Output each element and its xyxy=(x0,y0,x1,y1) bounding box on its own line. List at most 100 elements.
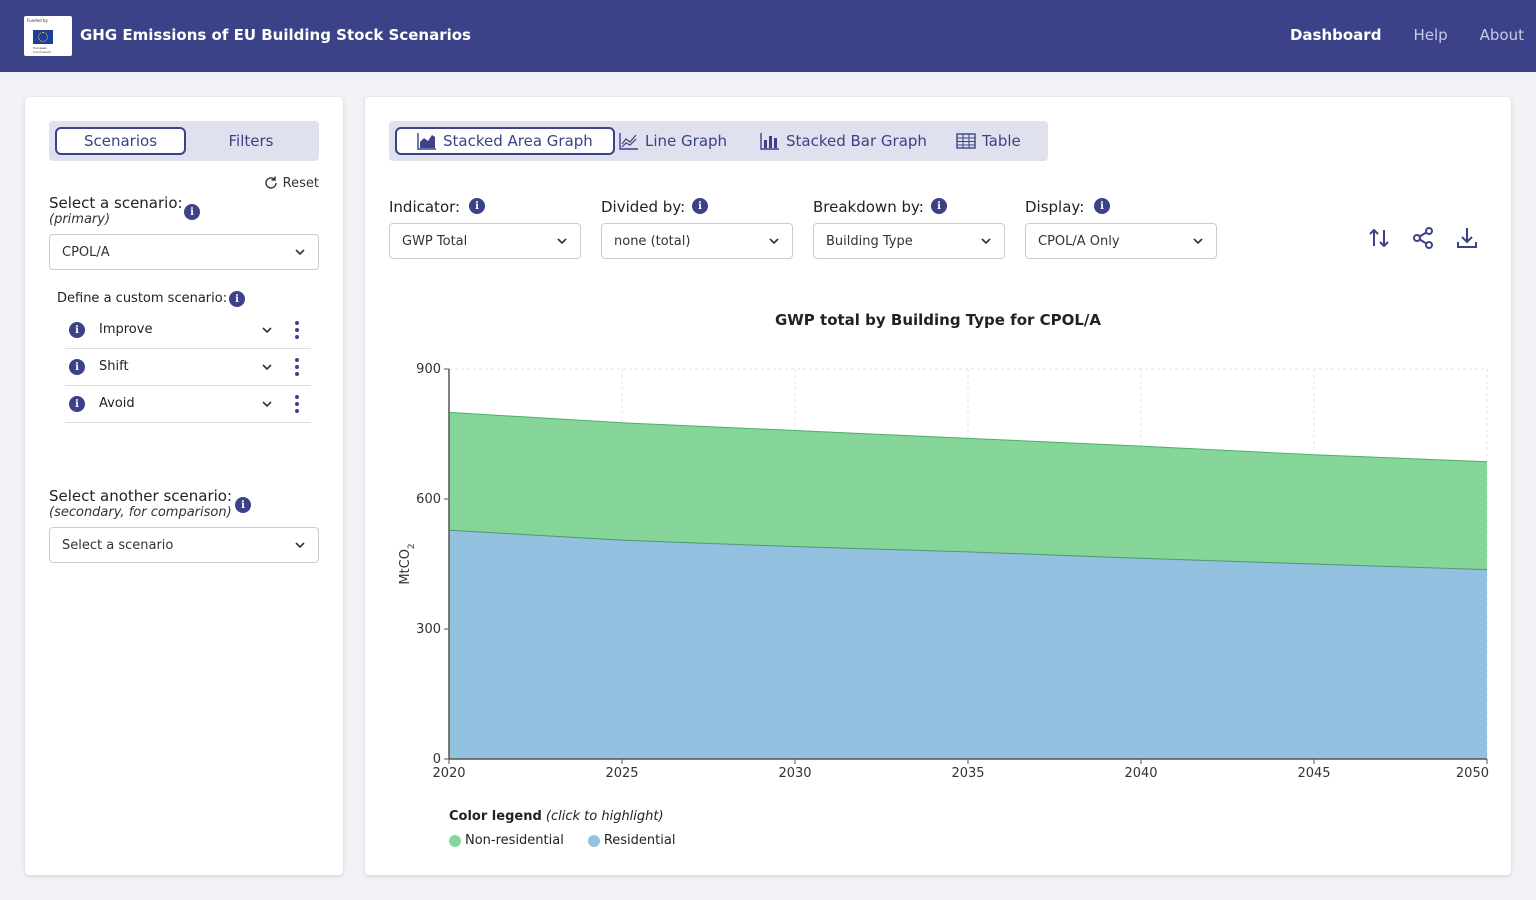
y-tick-label: 600 xyxy=(416,492,441,507)
nav-help[interactable]: Help xyxy=(1413,26,1448,44)
sidebar-panel: Scenarios Filters Reset Select a scenari… xyxy=(25,97,343,875)
x-tick-label: 2025 xyxy=(605,766,638,781)
tab-table[interactable]: Table xyxy=(956,127,1021,155)
chevron-down-icon xyxy=(295,249,305,256)
legend-swatch xyxy=(449,834,461,847)
legend-swatch xyxy=(587,834,600,847)
more-options-icon[interactable] xyxy=(291,320,303,340)
area-chart-icon xyxy=(417,133,436,150)
indicator-label: Indicator: xyxy=(389,198,461,216)
divided-by-select[interactable]: none (total) xyxy=(601,223,793,259)
divided-by-label: Divided by: xyxy=(601,198,686,216)
y-axis-label-subscript: 2 xyxy=(407,543,417,549)
bar-chart-icon xyxy=(760,133,779,150)
custom-item-shift[interactable]: i Shift xyxy=(65,349,311,386)
table-icon xyxy=(956,133,976,149)
tab-label: Stacked Bar Graph xyxy=(786,132,927,150)
display-select[interactable]: CPOL/A Only xyxy=(1025,223,1217,259)
tab-filters[interactable]: Filters xyxy=(228,132,274,150)
legend-label: Residential xyxy=(603,833,676,848)
legend-item-non-residential[interactable]: Non-residential xyxy=(449,833,564,848)
custom-scenario-label: Define a custom scenario: xyxy=(57,291,228,306)
chevron-down-icon xyxy=(981,238,991,245)
secondary-scenario-sub: (secondary, for comparison) xyxy=(49,505,232,520)
primary-scenario-value: CPOL/A xyxy=(62,244,110,260)
indicator-select[interactable]: GWP Total xyxy=(389,223,581,259)
tab-stacked-area-graph[interactable]: Stacked Area Graph xyxy=(395,127,615,155)
y-tick-label: 0 xyxy=(433,752,441,767)
y-tick-label: 900 xyxy=(416,362,441,377)
secondary-scenario-label: Select another scenario: xyxy=(49,487,233,505)
graph-type-tabs: Stacked Area Graph Line Graph Stacked Ba… xyxy=(389,121,1048,161)
primary-scenario-select[interactable]: CPOL/A xyxy=(49,234,319,270)
series-line-residential xyxy=(448,529,1488,571)
download-icon[interactable] xyxy=(1454,225,1480,251)
indicator-value: GWP Total xyxy=(402,233,468,249)
info-icon[interactable]: i xyxy=(229,291,245,307)
series-area-non-residential xyxy=(449,412,1487,570)
y-tick-label: 300 xyxy=(416,622,441,637)
nav-dashboard[interactable]: Dashboard xyxy=(1289,26,1382,44)
y-axis-label: MtCO2 xyxy=(398,543,417,584)
main-panel: Stacked Area Graph Line Graph Stacked Ba… xyxy=(365,97,1511,875)
chart-title: GWP total by Building Type for CPOL/A xyxy=(774,311,1102,329)
info-icon[interactable]: i xyxy=(235,497,251,513)
display-label: Display: xyxy=(1025,198,1085,216)
legend-label: Non-residential xyxy=(465,833,564,848)
legend-title: Color legend (click to highlight) xyxy=(449,809,664,824)
custom-item-label: Improve xyxy=(99,322,153,337)
tab-label: Table xyxy=(982,132,1021,150)
info-icon[interactable]: i xyxy=(1094,198,1110,214)
logo-funded-text: Funded by xyxy=(27,18,48,23)
x-tick-label: 2020 xyxy=(432,766,465,781)
tab-line-graph[interactable]: Line Graph xyxy=(619,127,727,155)
nav-about[interactable]: About xyxy=(1479,26,1524,44)
secondary-scenario-select[interactable]: Select a scenario xyxy=(49,527,319,563)
chevron-down-icon xyxy=(769,238,779,245)
breakdown-by-label: Breakdown by: xyxy=(813,198,924,216)
share-icon[interactable] xyxy=(1410,225,1436,251)
info-icon[interactable]: i xyxy=(69,359,85,375)
series-line-non-residential xyxy=(448,411,1488,463)
chevron-down-icon[interactable] xyxy=(261,324,273,336)
chevron-down-icon[interactable] xyxy=(261,398,273,410)
chevron-down-icon xyxy=(557,238,567,245)
info-icon[interactable]: i xyxy=(692,198,708,214)
x-tick-label: 2030 xyxy=(778,766,811,781)
info-icon[interactable]: i xyxy=(931,198,947,214)
eu-flag-icon xyxy=(33,30,53,44)
tab-stacked-bar-graph[interactable]: Stacked Bar Graph xyxy=(760,127,927,155)
custom-item-label: Shift xyxy=(99,359,129,374)
primary-scenario-label: Select a scenario: xyxy=(49,194,183,212)
info-icon[interactable]: i xyxy=(69,396,85,412)
x-tick-label: 2045 xyxy=(1297,766,1330,781)
info-icon[interactable]: i xyxy=(69,322,85,338)
info-icon[interactable]: i xyxy=(184,204,200,220)
custom-item-label: Avoid xyxy=(99,396,135,411)
reset-button[interactable]: Reset xyxy=(263,175,319,191)
display-value: CPOL/A Only xyxy=(1038,233,1120,249)
eu-funded-logo: Funded by European Commission xyxy=(24,16,72,56)
legend-item-residential[interactable]: Residential xyxy=(587,833,676,848)
x-tick-label: 2035 xyxy=(951,766,984,781)
line-chart-icon xyxy=(619,133,638,150)
refresh-icon xyxy=(265,176,277,189)
custom-item-improve[interactable]: i Improve xyxy=(65,312,311,349)
primary-scenario-sub: (primary) xyxy=(49,212,111,227)
more-options-icon[interactable] xyxy=(291,394,303,414)
info-icon[interactable]: i xyxy=(469,198,485,214)
breakdown-by-select[interactable]: Building Type xyxy=(813,223,1005,259)
tab-scenarios[interactable]: Scenarios xyxy=(55,127,186,155)
sidebar-tabs: Scenarios Filters xyxy=(49,121,319,161)
color-legend: Non-residential Residential xyxy=(449,833,675,848)
chevron-down-icon xyxy=(1193,238,1203,245)
x-tick-label: 2040 xyxy=(1124,766,1157,781)
chevron-down-icon[interactable] xyxy=(261,361,273,373)
more-options-icon[interactable] xyxy=(291,357,303,377)
chevron-down-icon xyxy=(295,542,305,549)
sort-icon[interactable] xyxy=(1366,225,1392,251)
breakdown-by-value: Building Type xyxy=(826,233,913,249)
top-bar: Funded by European Commission GHG Emissi… xyxy=(0,0,1536,72)
custom-item-avoid[interactable]: i Avoid xyxy=(65,386,311,423)
series-area-residential xyxy=(449,530,1487,759)
